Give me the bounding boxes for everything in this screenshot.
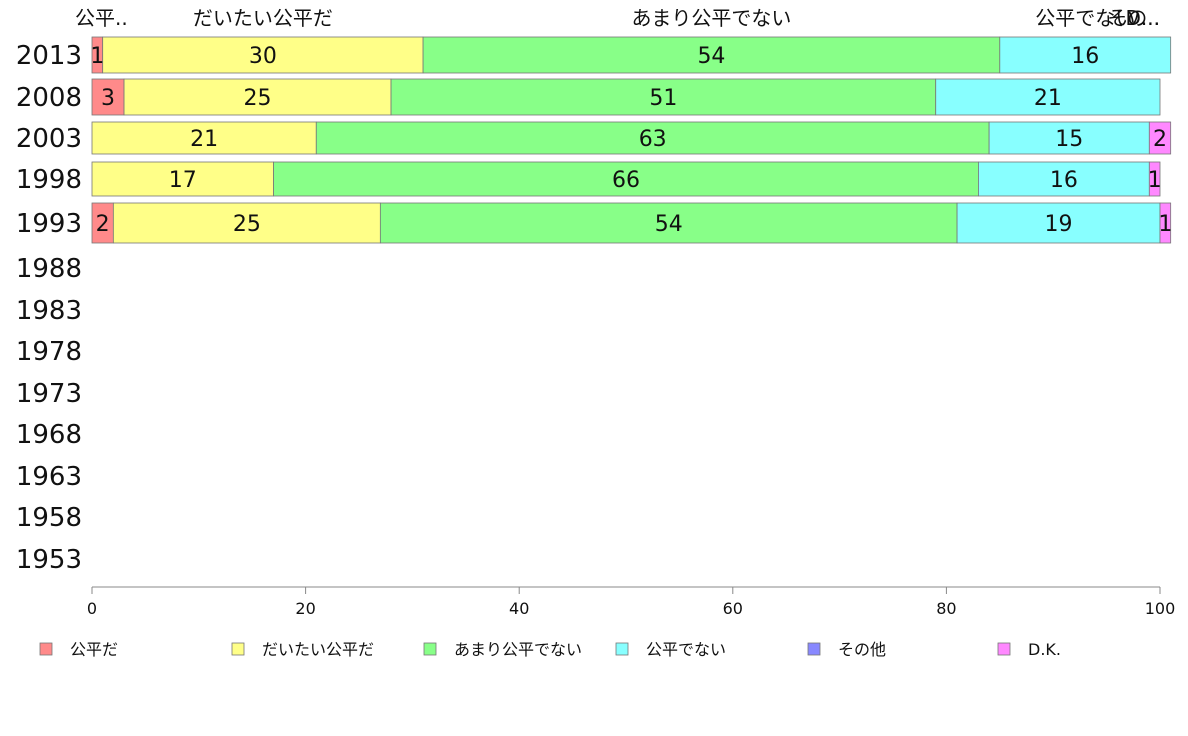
legend: 公平だ だいたい公平だ あまり公平でない 公平でない その他 D.K.	[39, 640, 1061, 659]
bar-value-label: 2	[1153, 127, 1167, 152]
bar-value-label: 2	[96, 212, 110, 237]
legend-label: あまり公平でない	[454, 640, 582, 659]
x-tick-label: 40	[509, 599, 529, 618]
bar-segment	[999, 36, 1172, 74]
bar-value-label: 54	[697, 44, 725, 69]
bar-segment	[422, 36, 1001, 74]
bar-segment	[390, 78, 937, 116]
bar-value-label: 25	[244, 86, 272, 111]
bar-segment	[123, 78, 392, 116]
year-label: 1958	[16, 503, 82, 533]
year-label: 1983	[16, 296, 82, 326]
bar-segment	[956, 202, 1161, 244]
x-tick-label: 20	[295, 599, 315, 618]
year-label: 1988	[16, 254, 82, 284]
top-series-label: 公平でない	[1035, 6, 1135, 30]
x-tick-label: 80	[936, 599, 956, 618]
bar-segment	[379, 202, 958, 244]
year-label: 2008	[16, 83, 82, 113]
x-tick-label: 0	[87, 599, 97, 618]
bar-value-label: 3	[101, 86, 115, 111]
bar-segment	[935, 78, 1161, 116]
bar-segment	[1148, 161, 1161, 197]
legend-label: だいたい公平だ	[262, 640, 374, 659]
year-label: 1978	[16, 337, 82, 367]
bar-segment	[91, 121, 317, 155]
bar-segment	[91, 161, 274, 197]
year-label: 1963	[16, 462, 82, 492]
bar-value-label: 30	[249, 44, 277, 69]
bar-value-label: 16	[1071, 44, 1099, 69]
bar-value-label: 51	[649, 86, 677, 111]
bar-segment	[273, 161, 979, 197]
top-series-label: 公平..	[75, 6, 128, 30]
bar-value-label: 16	[1050, 168, 1078, 193]
year-label: 2003	[16, 124, 82, 154]
x-axis: 0 20 40 60 80 100	[87, 586, 1176, 618]
legend-swatch	[997, 642, 1011, 656]
bar-value-label: 21	[1034, 86, 1062, 111]
bar-value-label: 66	[612, 168, 640, 193]
bar-value-label: 1	[1158, 212, 1172, 237]
bar-value-label: 63	[639, 127, 667, 152]
top-series-label: だいたい公平だ	[193, 6, 333, 30]
bar-value-label: 25	[233, 212, 261, 237]
legend-label: その他	[838, 640, 886, 659]
top-series-label: あまり公平でない	[631, 6, 791, 30]
top-series-labels: 公平.. だいたい公平だ あまり公平でない 公平でないその..D...	[75, 6, 1160, 30]
year-label: 1953	[16, 545, 82, 575]
bar-segment	[112, 202, 381, 244]
legend-label: D.K.	[1028, 640, 1061, 659]
bar-value-label: 1	[90, 44, 104, 69]
year-label: 2013	[16, 41, 82, 71]
bar-segment	[988, 121, 1150, 155]
legend-label: 公平だ	[70, 640, 118, 659]
year-labels: 2013 2008 2003 1998 1993 1988 1983 1978 1973 1968…	[16, 41, 82, 575]
legend-label: 公平でない	[646, 640, 726, 659]
top-series-label: その..	[1107, 6, 1160, 30]
legend-swatch	[39, 642, 53, 656]
year-label: 1973	[16, 379, 82, 409]
bar-segment	[1159, 202, 1172, 244]
bar-value-label: 19	[1045, 212, 1073, 237]
top-series-label: D...	[1126, 6, 1160, 30]
bar-segment	[91, 78, 125, 116]
year-label: 1968	[16, 420, 82, 450]
x-tick-label: 60	[723, 599, 743, 618]
bar-value-label: 15	[1055, 127, 1083, 152]
bars-group: 1 30 54 16 3 25 51 21 21 63 15 2 17 66 16 1 2 25 54 19 1	[90, 36, 1172, 244]
bar-value-label: 17	[169, 168, 197, 193]
bar-value-label: 21	[190, 127, 218, 152]
bar-segment	[1148, 121, 1172, 155]
legend-swatch	[231, 642, 245, 656]
bar-value-label: 54	[655, 212, 683, 237]
year-label: 1993	[16, 209, 82, 239]
x-tick-label: 100	[1145, 599, 1176, 618]
legend-swatch	[807, 642, 821, 656]
legend-swatch	[423, 642, 437, 656]
legend-swatch	[615, 642, 629, 656]
bar-segment	[978, 161, 1150, 197]
year-label: 1998	[16, 165, 82, 195]
bar-value-label: 1	[1148, 168, 1162, 193]
